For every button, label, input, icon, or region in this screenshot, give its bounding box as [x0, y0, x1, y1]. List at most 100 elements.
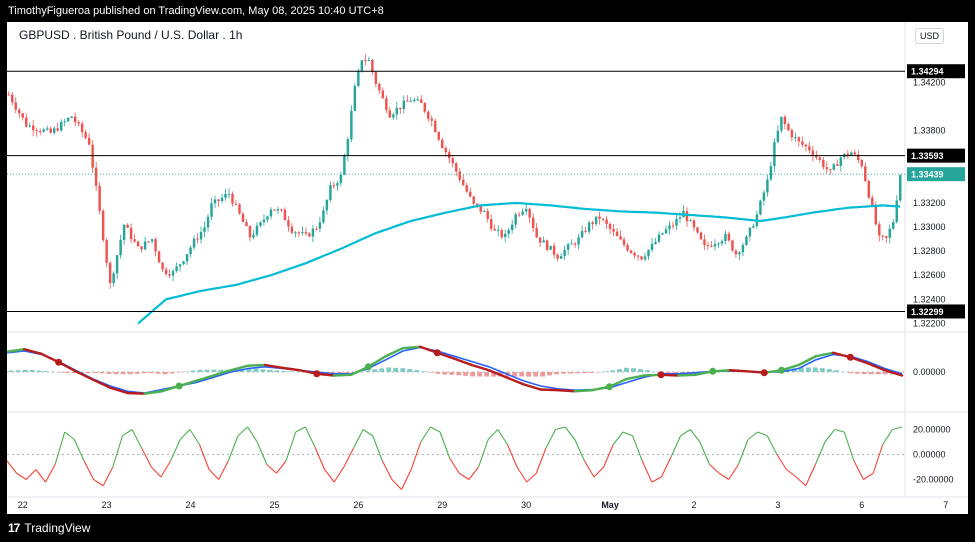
wave-histogram-bar	[554, 372, 560, 375]
candle-body	[783, 116, 787, 125]
wave-histogram-bar	[267, 369, 273, 372]
candle-body	[413, 100, 416, 102]
candle-body	[790, 130, 794, 138]
candle-body	[322, 210, 325, 223]
candle-body	[587, 222, 591, 232]
wave-main-segment	[143, 390, 164, 395]
candle-body	[147, 241, 150, 243]
wave-histogram-bar	[15, 370, 21, 372]
candle-body	[689, 220, 692, 222]
candle-body	[804, 144, 808, 147]
wave-histogram-bar	[162, 372, 168, 375]
candle-body	[168, 274, 171, 276]
wave-histogram-bar	[148, 372, 154, 374]
candle-body	[192, 238, 196, 248]
oscillator-segment	[122, 429, 133, 437]
candle-body	[56, 128, 59, 131]
chart-title: GBPUSD . British Pound / U.S. Dollar . 1…	[19, 28, 243, 42]
oscillator-segment	[497, 429, 508, 445]
candle-body	[248, 226, 252, 238]
wave-histogram-bar	[624, 367, 629, 372]
oscillator-segment	[372, 435, 383, 461]
wave-histogram-bar	[882, 372, 888, 375]
level-price-label: 1.34294	[911, 67, 944, 77]
wave-histogram-bar	[169, 372, 175, 374]
candle-body	[486, 210, 489, 220]
candle-body	[301, 232, 304, 234]
candle-body	[710, 245, 713, 247]
candle-body	[280, 209, 283, 211]
level-price-badge	[907, 64, 965, 79]
wave-histogram-bar	[540, 372, 546, 377]
candle-body	[262, 219, 266, 223]
moving-average-line	[137, 201, 901, 325]
wave-main-segment	[728, 369, 749, 373]
candle-body	[315, 228, 318, 230]
candle-body	[441, 139, 444, 148]
oscillator-segment	[757, 431, 768, 437]
candle-body	[213, 199, 217, 204]
candle-body	[52, 128, 56, 133]
wave-histogram-bar	[127, 372, 133, 375]
candle-body	[374, 71, 378, 84]
wave-histogram-bar	[22, 369, 28, 372]
wave-cross-dot	[778, 366, 786, 374]
tradingview-logo[interactable]: 17 TradingView	[8, 521, 90, 535]
wave-histogram-bar	[519, 372, 525, 377]
chart-canvas[interactable]: 1.34294 1.33593 1.32299 1.33439 1.34200 1.338…	[7, 22, 968, 514]
wave-histogram-bar	[449, 372, 455, 375]
candle-body	[818, 157, 822, 160]
candle-body	[336, 183, 339, 186]
wave-histogram-bar	[295, 371, 301, 373]
candle-body	[276, 209, 280, 211]
oscillator-segment	[276, 460, 287, 474]
oscillator-segment	[208, 469, 220, 480]
candle-body	[70, 116, 73, 118]
current-price-badge	[907, 167, 965, 182]
wave-histogram-bar	[435, 372, 441, 374]
oscillator-segment	[102, 466, 114, 487]
candle-body	[752, 226, 755, 228]
candle-body	[87, 137, 91, 145]
oscillator-segment	[892, 426, 903, 431]
wave-histogram-bar	[393, 367, 399, 372]
candle-body	[164, 269, 168, 275]
candle-body	[255, 225, 259, 235]
candle-body	[762, 192, 766, 201]
candle-body	[629, 250, 633, 253]
wave-main-segment	[23, 348, 43, 355]
wave-histogram-bar	[840, 371, 846, 373]
level-price-badge	[907, 304, 965, 319]
oscillator-segment	[670, 435, 682, 458]
oscillator-segment	[583, 460, 595, 478]
footer-bar: 17 TradingView	[0, 516, 975, 542]
chart-panel[interactable]: 1.34294 1.33593 1.32299 1.33439 1.34200 1.338…	[7, 22, 968, 514]
candle-body	[556, 254, 559, 259]
oscillator-segment	[660, 456, 672, 478]
candle-body	[381, 90, 385, 99]
currency-button[interactable]: USD	[915, 28, 945, 44]
candle-body	[524, 208, 528, 212]
price-axis-tick: 1.32800	[913, 246, 946, 256]
wave-histogram-bar	[798, 367, 804, 372]
wave-main-segment	[281, 366, 301, 372]
candle-body	[657, 234, 661, 242]
wave-main-segment	[504, 376, 525, 386]
oscillator-segment	[170, 439, 181, 461]
candle-body	[325, 199, 329, 211]
candle-body	[455, 163, 458, 172]
wave-histogram-bar	[812, 367, 818, 372]
candle-body	[18, 109, 21, 114]
oscillator-segment	[295, 426, 306, 433]
wave-histogram-bar	[288, 371, 294, 372]
candle-body	[423, 102, 427, 112]
candle-body	[671, 225, 675, 227]
candle-body	[808, 146, 811, 151]
oscillator-segment	[564, 426, 576, 440]
wave-histogram-bar	[36, 370, 42, 372]
oscillator-segment	[593, 466, 605, 478]
oscillator-segment	[814, 441, 826, 465]
wave-histogram-bar	[596, 372, 601, 373]
candle-body	[542, 240, 545, 243]
